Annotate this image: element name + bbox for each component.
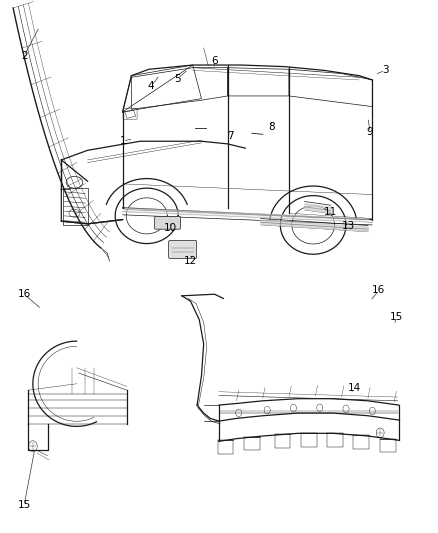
Text: 11: 11 bbox=[324, 207, 337, 216]
FancyBboxPatch shape bbox=[155, 216, 180, 229]
Text: 12: 12 bbox=[184, 256, 197, 266]
Text: 13: 13 bbox=[342, 221, 355, 231]
Text: 7: 7 bbox=[226, 131, 233, 141]
Text: 6: 6 bbox=[211, 56, 218, 66]
Text: 16: 16 bbox=[372, 286, 385, 295]
Text: 15: 15 bbox=[18, 500, 31, 510]
Text: 3: 3 bbox=[382, 66, 389, 75]
Text: 16: 16 bbox=[18, 289, 31, 299]
Text: 1: 1 bbox=[119, 136, 126, 146]
FancyBboxPatch shape bbox=[169, 240, 197, 259]
Text: 10: 10 bbox=[164, 223, 177, 233]
Text: 5: 5 bbox=[174, 74, 181, 84]
Text: 9: 9 bbox=[367, 127, 374, 137]
Text: 2: 2 bbox=[21, 51, 28, 61]
Text: 14: 14 bbox=[348, 383, 361, 393]
Text: 8: 8 bbox=[268, 122, 275, 132]
Text: 4: 4 bbox=[148, 82, 155, 91]
Text: 15: 15 bbox=[390, 312, 403, 322]
